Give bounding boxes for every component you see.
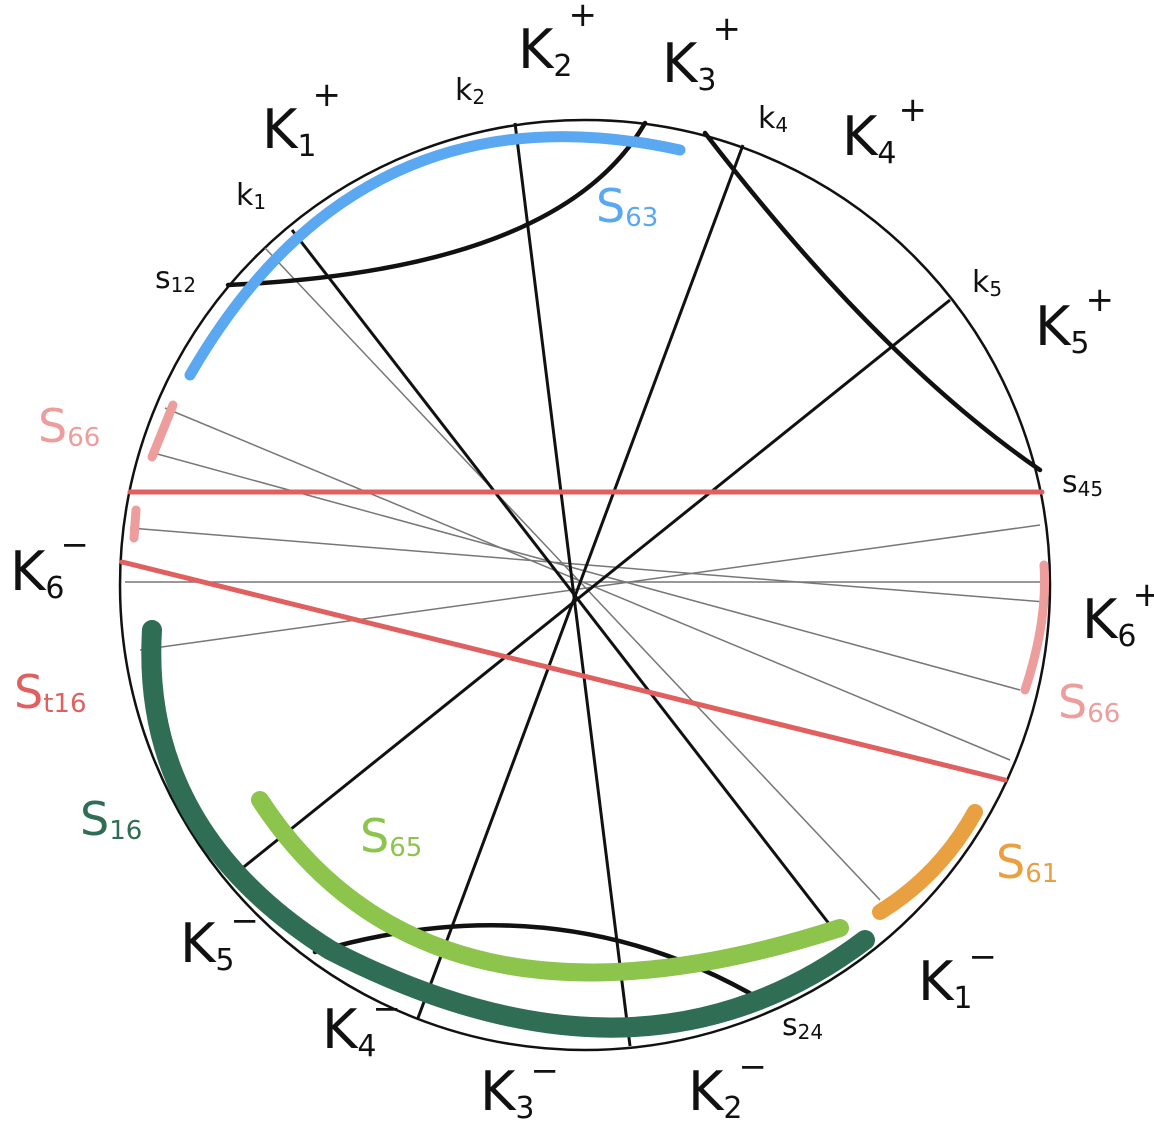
label-st16: St16: [14, 665, 86, 719]
black-arcs: [225, 120, 1043, 1005]
label-s66-right: S66: [1058, 675, 1120, 729]
arc-s66-left-b: [129, 505, 141, 543]
label-s45: s45: [1062, 465, 1103, 501]
label-k5: k5: [972, 265, 1002, 301]
label-k4-plus: K4+: [842, 90, 927, 171]
arc-s16: [141, 620, 875, 1038]
thick-chords: [239, 122, 951, 1047]
label-k2-minus: K2−: [688, 1047, 767, 1126]
label-k1-plus: K1+: [262, 75, 341, 164]
arc-s66-right: [1020, 560, 1050, 695]
label-s63: S63: [596, 179, 658, 233]
label-k6-minus: K6−: [10, 525, 89, 606]
main-circle: [118, 118, 1052, 1052]
label-k1: k1: [236, 178, 266, 214]
label-k2: k2: [455, 73, 485, 109]
arc-s66-left-a: [147, 400, 178, 462]
label-k4: k4: [758, 101, 788, 137]
label-k3-plus: K3+: [662, 9, 741, 98]
label-k2-plus: K2+: [518, 0, 597, 84]
label-k3-minus: K3−: [480, 1051, 559, 1126]
red-chord-diagonal: [119, 559, 1008, 783]
red-chords: [119, 489, 1045, 783]
label-k1-minus: K1−: [918, 937, 997, 1016]
chord-k2-k2minus: [513, 122, 632, 1047]
arc-s63: [184, 131, 686, 381]
label-s61: S61: [996, 835, 1058, 889]
label-s16: S16: [80, 792, 142, 846]
arc-s12-k3plus: [225, 120, 648, 288]
chord-k5-k5minus: [239, 298, 951, 872]
label-k6-plus: K6+: [1082, 575, 1154, 654]
chord-k4-k4minus: [416, 144, 745, 1019]
chord-k1-k3minus: [290, 229, 832, 926]
arc-k4-s45: [702, 130, 1043, 473]
arc-s24-k5minus: [312, 923, 768, 1005]
label-k5-plus: K5+: [1035, 280, 1114, 361]
label-k4-minus: K4−: [322, 989, 401, 1064]
arc-s65: [251, 791, 849, 982]
arc-s61: [872, 804, 983, 920]
thin-chord: [164, 407, 1011, 761]
label-k5-minus: K5−: [180, 901, 259, 978]
label-s12: s12: [155, 261, 196, 297]
label-s66-left: S66: [38, 399, 100, 453]
label-s65: S65: [360, 809, 422, 863]
label-s24: s24: [782, 1008, 823, 1044]
